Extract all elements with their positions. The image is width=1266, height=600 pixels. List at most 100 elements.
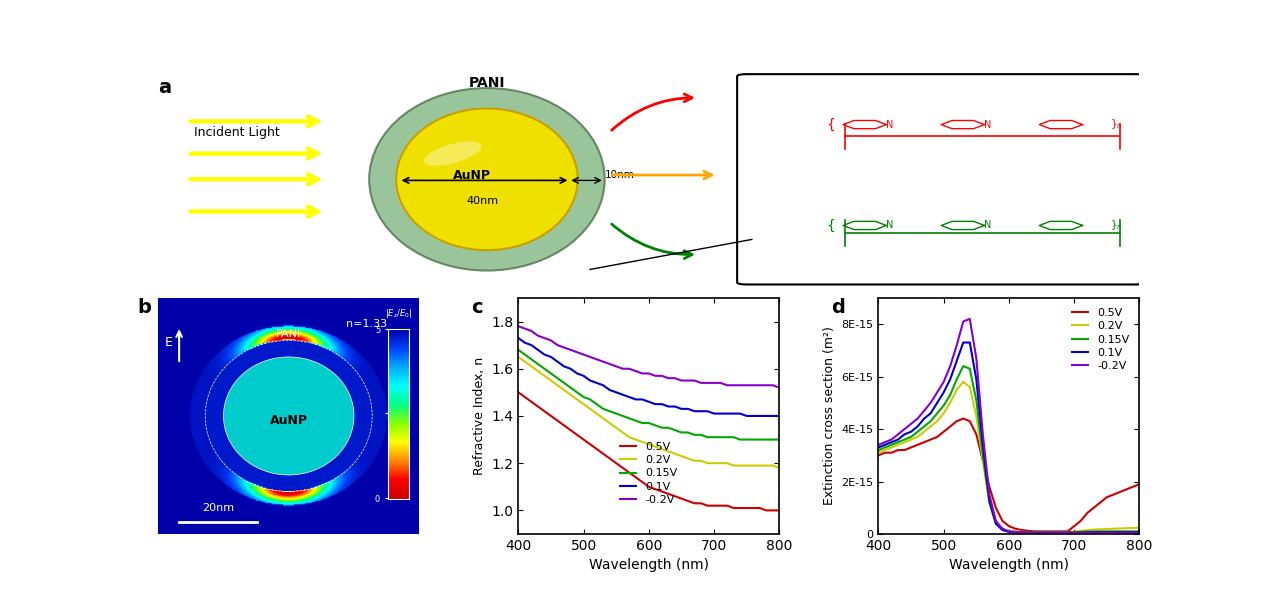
0.5V	[1105, 491, 1120, 498]
0.15V	[706, 434, 722, 441]
0.2V	[622, 434, 637, 441]
-0.2V	[910, 415, 925, 422]
-0.2V	[884, 436, 899, 443]
0.1V	[936, 389, 951, 396]
0.2V	[518, 358, 533, 365]
-0.2V	[1001, 528, 1017, 535]
0.1V	[1041, 529, 1056, 536]
0.5V	[609, 460, 624, 467]
0.15V	[896, 436, 912, 443]
0.5V	[543, 412, 558, 419]
-0.2V	[1034, 529, 1050, 536]
0.5V	[1074, 517, 1089, 524]
0.5V	[1093, 499, 1108, 506]
0.5V	[582, 440, 598, 448]
0.2V	[667, 450, 682, 457]
0.5V	[634, 478, 649, 485]
0.15V	[557, 379, 572, 386]
0.5V	[752, 505, 767, 512]
0.15V	[765, 436, 780, 443]
0.1V	[896, 431, 912, 438]
0.15V	[968, 397, 984, 404]
-0.2V	[929, 389, 944, 396]
0.5V	[929, 433, 944, 440]
Text: E: E	[165, 336, 172, 349]
-0.2V	[1074, 529, 1089, 536]
0.5V	[923, 436, 938, 443]
0.15V	[733, 436, 748, 443]
0.1V	[968, 376, 984, 383]
0.1V	[680, 405, 695, 412]
0.1V	[603, 386, 618, 394]
-0.2V	[1099, 529, 1114, 536]
0.1V	[772, 412, 787, 419]
0.1V	[1028, 529, 1043, 536]
0.1V	[563, 365, 579, 373]
Text: ⇅: ⇅	[956, 166, 970, 184]
-0.2V	[1119, 529, 1134, 536]
Line: 0.1V: 0.1V	[879, 343, 1139, 533]
0.1V	[758, 412, 774, 419]
0.15V	[1132, 528, 1147, 535]
0.2V	[772, 464, 787, 472]
0.1V	[589, 379, 604, 386]
0.5V	[765, 507, 780, 514]
0.5V	[1008, 525, 1023, 532]
-0.2V	[706, 379, 722, 386]
Text: (0): (0)	[762, 142, 780, 152]
0.5V	[674, 495, 689, 502]
0.15V	[674, 429, 689, 436]
0.5V	[772, 507, 787, 514]
0.15V	[989, 520, 1004, 527]
Text: (2+): (2+)	[762, 239, 789, 249]
0.2V	[595, 415, 610, 422]
-0.2V	[648, 372, 663, 379]
-0.2V	[563, 346, 579, 353]
0.1V	[904, 428, 919, 435]
0.5V	[1041, 528, 1056, 535]
0.1V	[1086, 529, 1101, 536]
0.15V	[713, 434, 728, 441]
0.15V	[1099, 528, 1114, 535]
0.5V	[1132, 481, 1147, 488]
0.1V	[929, 399, 944, 406]
-0.2V	[700, 379, 715, 386]
0.2V	[674, 452, 689, 460]
0.1V	[609, 389, 624, 396]
-0.2V	[687, 377, 703, 384]
0.5V	[746, 505, 761, 512]
0.15V	[1041, 529, 1056, 536]
0.5V	[687, 500, 703, 507]
0.2V	[1132, 524, 1147, 532]
-0.2V	[530, 332, 546, 339]
0.15V	[1014, 529, 1029, 536]
0.1V	[557, 363, 572, 370]
0.1V	[634, 396, 649, 403]
-0.2V	[642, 370, 657, 377]
Text: AuNP: AuNP	[453, 169, 491, 182]
0.5V	[661, 490, 676, 497]
0.5V	[1001, 523, 1017, 530]
0.5V	[706, 502, 722, 509]
-0.2V	[1020, 529, 1036, 536]
0.2V	[1020, 529, 1036, 536]
0.1V	[582, 377, 598, 384]
0.1V	[1001, 529, 1017, 536]
0.2V	[896, 439, 912, 446]
0.5V	[962, 418, 977, 425]
0.15V	[661, 424, 676, 431]
Line: 0.15V: 0.15V	[879, 366, 1139, 532]
0.2V	[884, 444, 899, 451]
0.15V	[510, 346, 525, 353]
0.2V	[713, 460, 728, 467]
0.2V	[877, 446, 893, 454]
-0.2V	[877, 439, 893, 446]
0.2V	[989, 520, 1004, 527]
0.2V	[923, 423, 938, 430]
0.2V	[871, 449, 886, 456]
0.2V	[530, 367, 546, 374]
0.15V	[642, 419, 657, 427]
-0.2V	[634, 370, 649, 377]
0.1V	[642, 398, 657, 406]
0.2V	[557, 386, 572, 394]
